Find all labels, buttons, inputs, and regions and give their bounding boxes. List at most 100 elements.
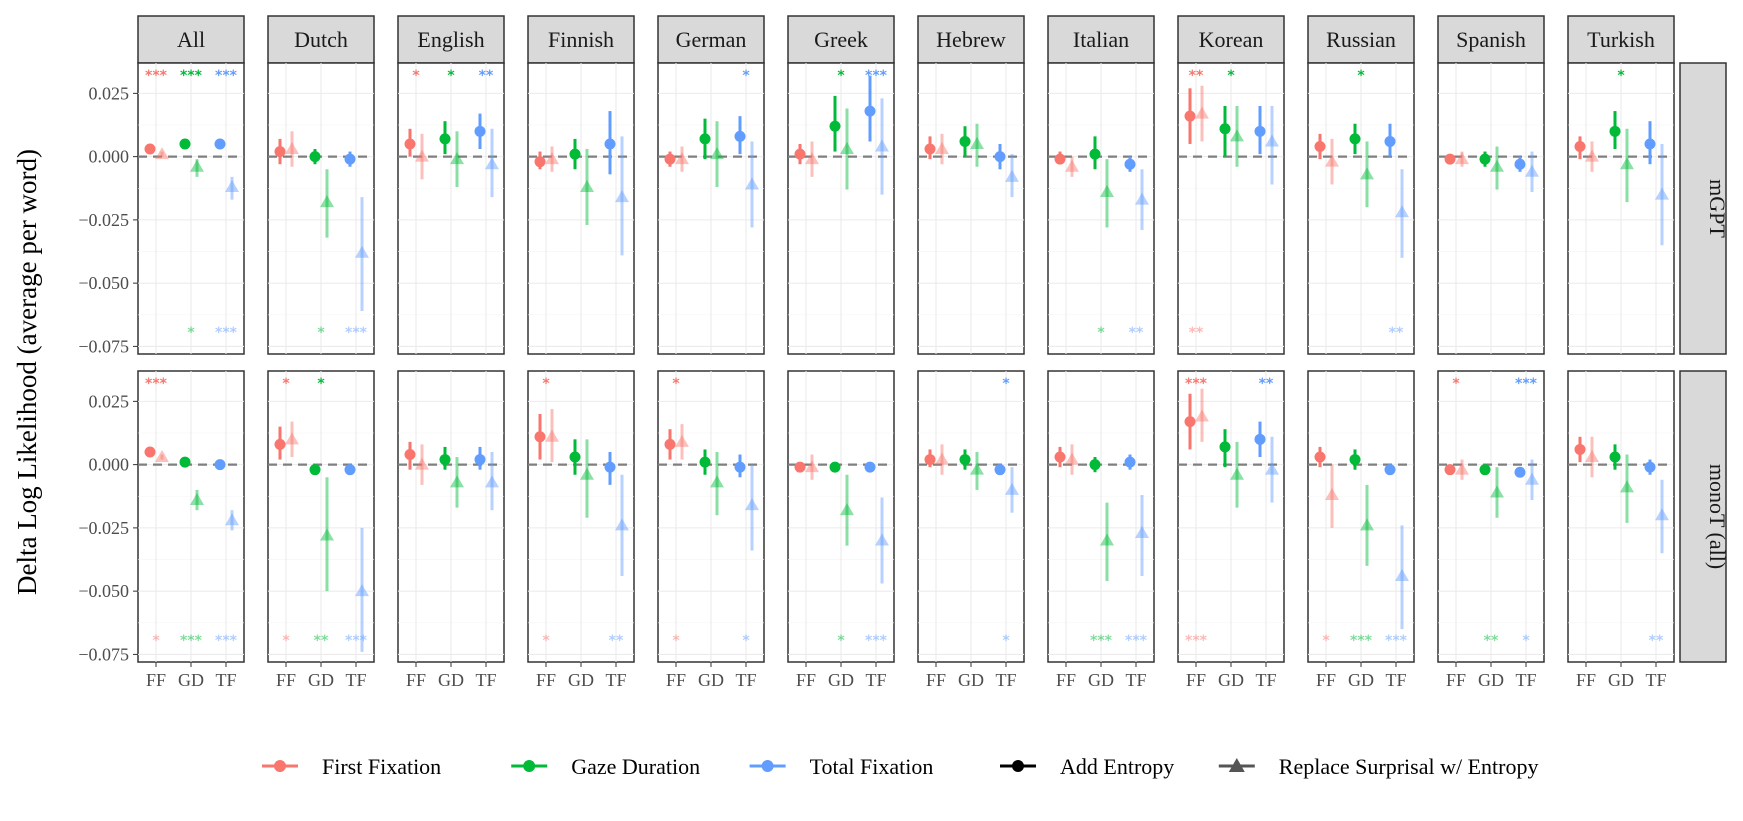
point-replace-surprisal-ff bbox=[935, 452, 949, 465]
significance-replace-surprisal-gd: * bbox=[317, 325, 325, 341]
point-add-entropy-tf bbox=[864, 461, 876, 473]
point-add-entropy-tf bbox=[734, 461, 746, 473]
point-replace-surprisal-gd bbox=[580, 467, 594, 480]
point-add-entropy-gd bbox=[439, 454, 451, 466]
point-add-entropy-tf bbox=[1384, 464, 1396, 476]
x-tick-label-tf: TF bbox=[215, 670, 236, 690]
x-tick-label-gd: GD bbox=[1088, 670, 1114, 690]
point-add-entropy-gd bbox=[569, 451, 581, 463]
point-add-entropy-ff bbox=[1184, 416, 1196, 428]
point-replace-surprisal-ff bbox=[675, 152, 689, 165]
y-tick-label: 0.000 bbox=[89, 147, 130, 167]
point-replace-surprisal-tf bbox=[1265, 134, 1279, 147]
point-replace-surprisal-tf bbox=[1005, 169, 1019, 182]
panel-mgpt-english: * * ** bbox=[397, 62, 505, 355]
point-add-entropy-ff bbox=[274, 146, 286, 158]
significance-add-entropy-ff: * bbox=[412, 68, 420, 84]
significance-replace-surprisal-gd: *** bbox=[1090, 633, 1113, 649]
facet-strip-label-dutch: Dutch bbox=[294, 27, 348, 52]
point-replace-surprisal-gd bbox=[710, 475, 724, 488]
x-tick-label-ff: FF bbox=[146, 670, 166, 690]
significance-add-entropy-gd: * bbox=[1227, 68, 1235, 84]
significance-add-entropy-ff: * bbox=[282, 376, 290, 392]
y-axis-title: Delta Log Likelihood (average per word) bbox=[12, 149, 42, 595]
point-add-entropy-tf bbox=[474, 454, 486, 466]
x-tick-label-ff: FF bbox=[536, 670, 556, 690]
facet-strip-dutch bbox=[267, 15, 375, 64]
significance-replace-surprisal-tf: *** bbox=[1125, 633, 1148, 649]
point-replace-surprisal-gd bbox=[710, 147, 724, 160]
y-tick-label: −0.025 bbox=[78, 518, 129, 538]
x-tick-label-tf: TF bbox=[865, 670, 886, 690]
x-tick-label-tf: TF bbox=[995, 670, 1016, 690]
significance-add-entropy-ff: *** bbox=[1185, 376, 1208, 392]
y-tick-label: −0.050 bbox=[78, 273, 129, 293]
row-strip-mgpt bbox=[1679, 62, 1727, 355]
panel-monot-all-spanish: ******* bbox=[1437, 370, 1545, 663]
point-replace-surprisal-gd bbox=[1490, 159, 1504, 172]
panel-mgpt-finnish bbox=[527, 62, 635, 355]
row-strip-label-mgpt: mGPT bbox=[1705, 179, 1730, 238]
point-add-entropy-gd bbox=[439, 133, 451, 145]
significance-replace-surprisal-tf: ** bbox=[1129, 325, 1144, 341]
point-add-entropy-tf bbox=[1514, 158, 1526, 170]
significance-replace-surprisal-ff: * bbox=[1322, 633, 1330, 649]
significance-replace-surprisal-tf: *** bbox=[1385, 633, 1408, 649]
significance-replace-surprisal-tf: ** bbox=[1389, 325, 1404, 341]
point-add-entropy-ff bbox=[794, 148, 806, 160]
significance-add-entropy-tf: * bbox=[742, 68, 750, 84]
significance-replace-surprisal-gd: ** bbox=[314, 633, 329, 649]
y-tick-label: 0.025 bbox=[89, 391, 130, 411]
point-add-entropy-tf bbox=[604, 461, 616, 473]
point-add-entropy-ff bbox=[1314, 451, 1326, 463]
x-tick-label-ff: FF bbox=[666, 670, 686, 690]
point-add-entropy-ff bbox=[1574, 443, 1586, 455]
point-add-entropy-ff bbox=[404, 449, 416, 461]
point-replace-surprisal-ff bbox=[415, 457, 429, 470]
point-add-entropy-ff bbox=[664, 438, 676, 450]
significance-replace-surprisal-tf: *** bbox=[215, 325, 238, 341]
x-tick-label-ff: FF bbox=[1576, 670, 1596, 690]
panel-monot-all-italian: *** *** bbox=[1047, 370, 1155, 663]
point-replace-surprisal-ff bbox=[285, 142, 299, 155]
legend: First Fixation Gaze Duration Total Fixatio… bbox=[262, 754, 1538, 779]
x-tick-label-gd: GD bbox=[178, 670, 204, 690]
point-add-entropy-ff bbox=[1444, 464, 1456, 476]
x-tick-label-tf: TF bbox=[475, 670, 496, 690]
x-tick-label-gd: GD bbox=[958, 670, 984, 690]
panel-monot-all-german: * * * bbox=[657, 370, 765, 663]
point-replace-surprisal-tf bbox=[485, 157, 499, 170]
x-tick-label-ff: FF bbox=[926, 670, 946, 690]
point-replace-surprisal-tf bbox=[355, 584, 369, 597]
point-add-entropy-ff bbox=[534, 156, 546, 168]
point-replace-surprisal-tf bbox=[615, 190, 629, 203]
point-add-entropy-tf bbox=[864, 105, 876, 117]
point-add-entropy-tf bbox=[1644, 138, 1656, 150]
significance-replace-surprisal-gd: *** bbox=[1350, 633, 1373, 649]
point-replace-surprisal-gd bbox=[1100, 185, 1114, 198]
significance-replace-surprisal-gd: ** bbox=[1484, 633, 1499, 649]
significance-replace-surprisal-tf: * bbox=[742, 633, 750, 649]
panel-monot-all-english bbox=[397, 370, 505, 663]
point-add-entropy-gd bbox=[1609, 451, 1621, 463]
panel-monot-all-russian: * *** *** bbox=[1307, 370, 1415, 663]
point-add-entropy-tf bbox=[994, 464, 1006, 476]
significance-add-entropy-gd: * bbox=[317, 376, 325, 392]
point-replace-surprisal-gd bbox=[1620, 157, 1634, 170]
point-add-entropy-ff bbox=[1054, 153, 1066, 165]
point-add-entropy-tf bbox=[1124, 456, 1136, 468]
legend-label-replace-surprisal-w-entropy: Replace Surprisal w/ Entropy bbox=[1279, 754, 1539, 779]
point-add-entropy-tf bbox=[474, 125, 486, 137]
significance-replace-surprisal-tf: *** bbox=[345, 325, 368, 341]
facet-strip-finnish bbox=[527, 15, 635, 64]
significance-replace-surprisal-ff: * bbox=[282, 633, 290, 649]
point-replace-surprisal-tf bbox=[225, 513, 239, 526]
significance-replace-surprisal-tf: * bbox=[1522, 633, 1530, 649]
point-replace-surprisal-tf bbox=[615, 518, 629, 531]
y-tick-label: −0.025 bbox=[78, 210, 129, 230]
significance-replace-surprisal-tf: ** bbox=[609, 633, 624, 649]
x-tick-label-ff: FF bbox=[1316, 670, 1336, 690]
point-replace-surprisal-gd bbox=[450, 152, 464, 165]
x-tick-label-tf: TF bbox=[345, 670, 366, 690]
point-add-entropy-tf bbox=[214, 138, 226, 150]
